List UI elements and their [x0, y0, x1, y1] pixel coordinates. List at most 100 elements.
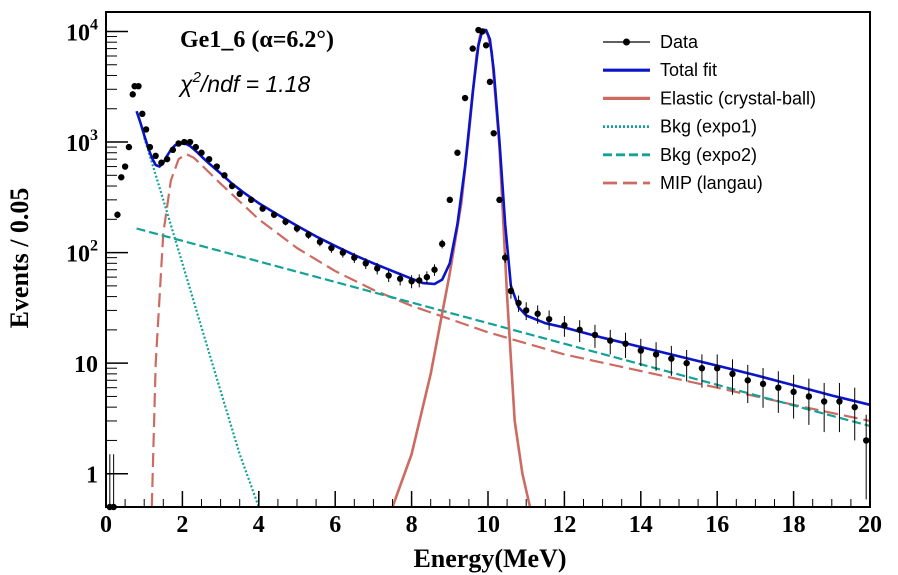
y-axis-ticks: 1 10 102 103 104 — [66, 16, 128, 489]
data-point — [135, 82, 142, 90]
data-point — [729, 370, 736, 378]
x-axis-title: Energy(MeV) — [413, 544, 566, 573]
data-point — [169, 146, 177, 154]
data-point — [805, 393, 813, 400]
legend: Data Total fit Elastic (crystal-ball) Bkg (… — [603, 32, 816, 193]
data-point — [158, 159, 165, 166]
data-point — [622, 340, 629, 347]
data-point — [328, 244, 335, 252]
data-point — [152, 152, 159, 160]
legend-label-mip: MIP (langau) — [660, 173, 763, 193]
plot-annotation-title: Ge1_6 (α=6.2°) — [180, 27, 334, 53]
data-point — [836, 398, 843, 405]
y-axis-title: Events / 0.05 — [5, 188, 34, 329]
data-point — [790, 388, 797, 396]
data-point — [423, 273, 431, 281]
data-point — [515, 299, 522, 307]
data-point — [461, 94, 469, 102]
data-point — [236, 190, 243, 198]
legend-label-total: Total fit — [660, 60, 717, 80]
data-point — [146, 143, 154, 151]
data-point — [270, 211, 278, 218]
data-point — [228, 182, 236, 190]
data-point — [408, 278, 415, 285]
x-tick-label: 12 — [552, 512, 576, 538]
data-point — [125, 143, 133, 151]
y-tick-label: 104 — [66, 16, 98, 46]
data-point — [142, 126, 150, 133]
data-point — [198, 149, 205, 156]
data-point — [293, 225, 301, 232]
data-point — [607, 337, 614, 344]
data-point — [362, 260, 369, 267]
legend-label-bkg1: Bkg (expo1) — [660, 117, 757, 137]
x-tick-label: 20 — [858, 512, 882, 538]
data-point — [374, 265, 381, 272]
data-point — [351, 254, 358, 261]
data-point — [469, 45, 476, 52]
data-point — [118, 174, 125, 181]
data-point — [121, 163, 129, 170]
data-point — [561, 322, 568, 329]
x-tick-label: 8 — [406, 512, 418, 538]
series-bkg1-curve — [143, 137, 260, 508]
data-point — [534, 310, 541, 317]
data-point — [523, 307, 530, 314]
data-point — [129, 91, 136, 98]
x-tick-label: 16 — [705, 512, 729, 538]
data-point — [305, 231, 312, 238]
data-point — [862, 437, 870, 444]
data-point — [683, 359, 690, 367]
x-tick-label: 0 — [100, 512, 112, 538]
y-tick-label: 1 — [86, 463, 98, 489]
legend-swatch-data-marker — [623, 38, 630, 46]
chi2-superscript: 2 — [192, 69, 202, 86]
data-point — [114, 211, 121, 218]
data-point — [431, 266, 438, 273]
data-point — [181, 138, 188, 146]
data-point — [339, 249, 347, 256]
data-point — [438, 240, 446, 248]
x-tick-label: 6 — [329, 512, 341, 538]
data-point — [205, 155, 213, 163]
data-point — [496, 196, 503, 204]
data-point — [192, 143, 199, 151]
data-point — [221, 172, 228, 179]
data-point — [490, 130, 497, 137]
data-point — [454, 149, 461, 156]
data-point — [175, 140, 182, 147]
data-point — [501, 254, 509, 261]
data-point — [446, 196, 453, 204]
x-tick-label: 2 — [176, 512, 188, 538]
data-point — [247, 196, 255, 204]
data-point — [744, 377, 751, 384]
y-tick-label: 102 — [66, 238, 98, 268]
data-point — [186, 138, 194, 146]
x-tick-label: 10 — [476, 512, 500, 538]
data-point — [698, 365, 706, 372]
legend-label-bkg2: Bkg (expo2) — [660, 145, 757, 165]
data-point — [775, 384, 782, 391]
x-tick-label: 18 — [782, 512, 806, 538]
data-point — [163, 155, 171, 163]
data-points — [106, 26, 870, 511]
data-point — [591, 331, 599, 339]
data-point — [259, 205, 266, 212]
data-point — [714, 365, 721, 372]
data-point — [652, 351, 660, 358]
data-point — [545, 315, 553, 323]
data-point — [576, 326, 583, 334]
series-mip-curve — [150, 152, 871, 508]
data-point — [396, 275, 404, 282]
data-point — [213, 163, 220, 170]
y-tick-label: 10 — [74, 352, 98, 378]
data-point — [316, 238, 324, 246]
y-tick-label: 103 — [66, 127, 98, 157]
data-point — [851, 403, 858, 411]
data-point — [416, 277, 423, 284]
data-point — [759, 380, 767, 388]
data-point — [482, 42, 490, 49]
plot-annotation-chi2: χ2/ndf = 1.18 — [178, 69, 310, 97]
data-point — [668, 355, 675, 362]
